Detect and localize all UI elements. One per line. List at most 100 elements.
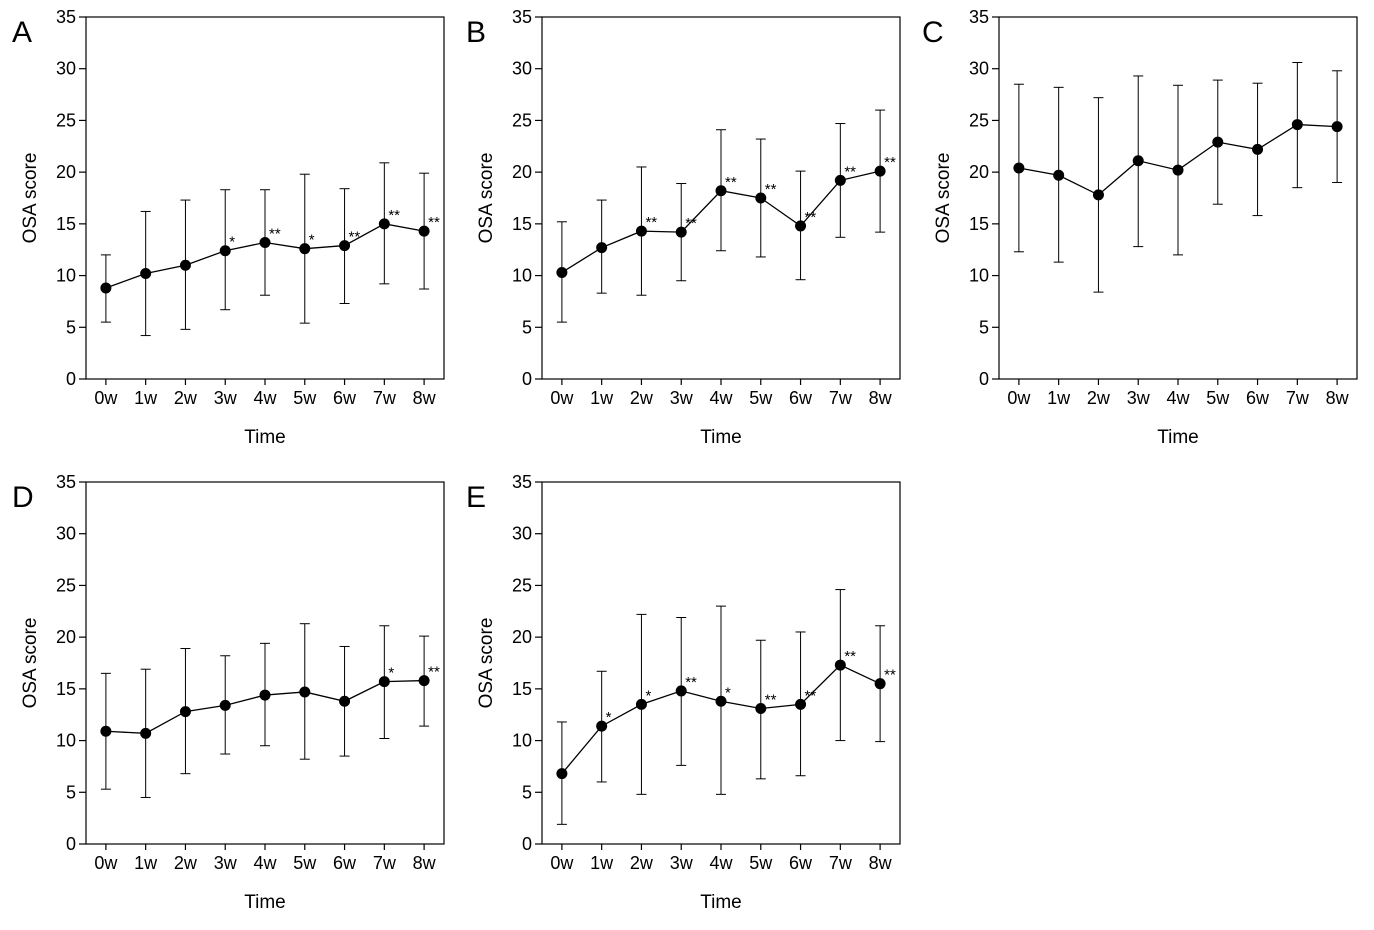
data-point [1013, 162, 1025, 174]
y-tick-label: 10 [512, 266, 532, 286]
x-tick-label: 8w [869, 388, 893, 408]
y-tick-label: 20 [56, 162, 76, 182]
y-tick-label: 30 [512, 524, 532, 544]
data-point [834, 174, 846, 186]
y-tick-label: 20 [56, 627, 76, 647]
y-tick-label: 30 [56, 524, 76, 544]
data-point [675, 226, 687, 238]
data-point [219, 245, 231, 257]
data-point [378, 218, 390, 230]
y-tick-label: 35 [512, 472, 532, 492]
x-tick-label: 0w [550, 853, 574, 873]
data-point [339, 695, 351, 707]
significance-marker: ** [685, 215, 697, 232]
chart-panel-b: B 0 5 10 15 20 25 30 35 0w 1w 2w 3w 4w 5w 6w 7w 8w Time OSA… [466, 7, 901, 448]
significance-marker: ** [725, 174, 737, 191]
x-tick-label: 4w [253, 853, 277, 873]
panel-letter: B [466, 16, 486, 49]
x-tick-label: 2w [1087, 388, 1111, 408]
x-axis-title: Time [700, 427, 742, 448]
x-tick-label: 0w [94, 388, 118, 408]
x-tick-label: 2w [174, 853, 198, 873]
data-point [596, 242, 608, 254]
x-tick-label: 4w [253, 388, 277, 408]
y-axis-title: OSA score [933, 153, 954, 244]
y-tick-label: 30 [56, 59, 76, 79]
x-tick-label: 1w [134, 388, 158, 408]
significance-marker: ** [844, 163, 856, 180]
y-tick-label: 10 [512, 731, 532, 751]
x-tick-label: 6w [1246, 388, 1270, 408]
data-point [874, 678, 886, 690]
data-point [755, 703, 767, 715]
data-point [834, 659, 846, 671]
y-tick-label: 0 [66, 834, 76, 854]
x-tick-label: 2w [174, 388, 198, 408]
data-point [635, 698, 647, 710]
x-tick-label: 8w [413, 853, 437, 873]
x-tick-label: 5w [749, 853, 773, 873]
x-tick-label: 4w [709, 388, 733, 408]
data-point [755, 192, 767, 204]
y-tick-label: 0 [522, 834, 532, 854]
y-tick-label: 5 [66, 782, 76, 802]
panel-letter: C [922, 16, 944, 49]
significance-marker: * [388, 665, 394, 682]
significance-marker: ** [269, 225, 281, 242]
y-tick-label: 25 [56, 110, 76, 130]
significance-marker: ** [428, 664, 440, 681]
significance-marker: * [606, 709, 612, 726]
data-point [596, 720, 608, 732]
data-point [1331, 121, 1343, 133]
x-tick-label: 1w [590, 853, 614, 873]
significance-marker: ** [884, 667, 896, 684]
y-tick-label: 15 [969, 214, 989, 234]
data-point [1092, 189, 1104, 201]
significance-marker: ** [388, 207, 400, 224]
y-tick-label: 0 [522, 369, 532, 389]
y-tick-label: 10 [969, 266, 989, 286]
x-tick-label: 7w [829, 388, 853, 408]
data-point [795, 698, 807, 710]
x-tick-label: 1w [134, 853, 158, 873]
x-tick-label: 5w [749, 388, 773, 408]
data-point [1132, 155, 1144, 167]
y-tick-label: 25 [969, 110, 989, 130]
data-point [219, 699, 231, 711]
x-tick-label: 7w [829, 853, 853, 873]
data-point [874, 165, 886, 177]
x-tick-label: 8w [1326, 388, 1350, 408]
y-tick-label: 25 [56, 575, 76, 595]
data-point [259, 236, 271, 248]
x-tick-label: 4w [1166, 388, 1190, 408]
x-tick-label: 8w [869, 853, 893, 873]
data-point [675, 685, 687, 697]
significance-marker: ** [765, 181, 777, 198]
y-axis-title: OSA score [476, 618, 497, 709]
data-point [179, 706, 191, 718]
x-tick-label: 3w [1127, 388, 1151, 408]
y-tick-label: 35 [56, 7, 76, 27]
x-tick-label: 3w [214, 853, 238, 873]
panel-letter: E [466, 481, 486, 514]
significance-marker: ** [685, 674, 697, 691]
y-tick-label: 25 [512, 110, 532, 130]
y-tick-label: 0 [66, 369, 76, 389]
x-tick-label: 1w [590, 388, 614, 408]
y-tick-label: 10 [56, 731, 76, 751]
significance-marker: * [645, 687, 651, 704]
y-tick-label: 35 [56, 472, 76, 492]
y-tick-label: 15 [56, 679, 76, 699]
y-tick-label: 15 [512, 214, 532, 234]
data-point [100, 282, 112, 294]
data-point [179, 259, 191, 271]
data-point [299, 686, 311, 698]
y-tick-label: 20 [969, 162, 989, 182]
x-axis-title: Time [244, 427, 286, 448]
x-tick-label: 5w [293, 388, 317, 408]
y-tick-label: 25 [512, 575, 532, 595]
data-point [299, 243, 311, 255]
x-tick-label: 8w [413, 388, 437, 408]
y-tick-label: 0 [979, 369, 989, 389]
